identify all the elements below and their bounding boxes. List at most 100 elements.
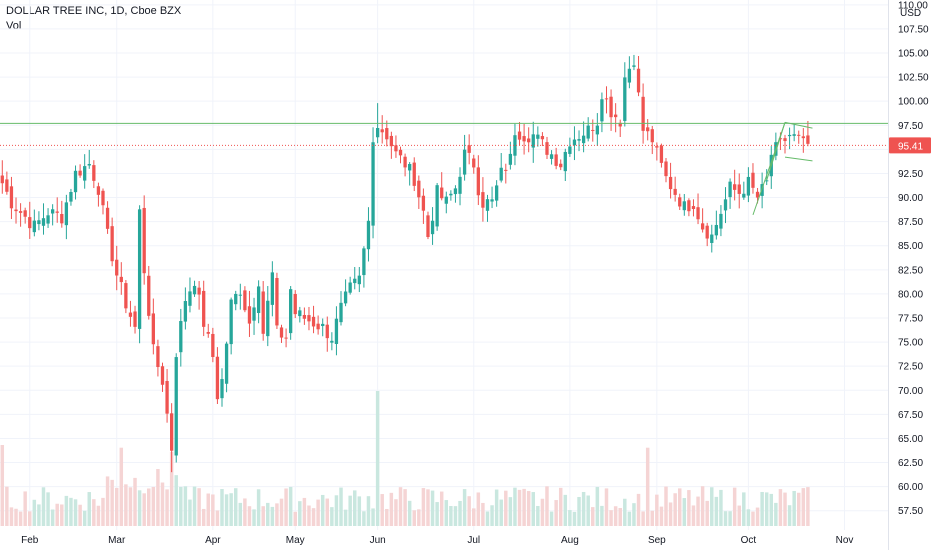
candle-body bbox=[385, 128, 389, 140]
volume-bar bbox=[243, 498, 247, 526]
candle bbox=[224, 341, 229, 393]
candle-body bbox=[188, 291, 192, 306]
candle bbox=[325, 316, 329, 352]
candle bbox=[499, 153, 503, 183]
candle-body bbox=[197, 287, 201, 295]
candle-body bbox=[14, 209, 18, 212]
candle-body bbox=[156, 346, 160, 368]
candle bbox=[334, 306, 339, 356]
candle-body bbox=[206, 332, 210, 334]
volume-bar bbox=[462, 489, 467, 526]
x-tick-label: Oct bbox=[741, 535, 757, 546]
volume-bar bbox=[504, 490, 508, 526]
candle bbox=[256, 280, 261, 324]
candle bbox=[87, 149, 91, 169]
candle bbox=[481, 177, 485, 222]
volume-bar bbox=[9, 507, 14, 526]
candle-body bbox=[412, 162, 416, 186]
candle bbox=[453, 185, 458, 203]
candle-body bbox=[92, 165, 96, 181]
volume-bar bbox=[380, 494, 384, 526]
candle bbox=[321, 318, 325, 337]
volume-bar bbox=[275, 503, 279, 526]
candle-body bbox=[545, 142, 549, 155]
volume-bar bbox=[417, 509, 421, 526]
candle bbox=[298, 306, 302, 323]
candle bbox=[147, 265, 151, 320]
volume-bar bbox=[494, 489, 499, 526]
candle-body bbox=[5, 179, 9, 192]
y-tick-label: 65.00 bbox=[898, 434, 923, 445]
candle bbox=[32, 209, 36, 237]
candle bbox=[426, 211, 430, 240]
volume-bar bbox=[710, 487, 714, 526]
candle bbox=[133, 305, 137, 334]
candle-body bbox=[751, 172, 755, 188]
volume-bar bbox=[632, 503, 636, 526]
candle bbox=[23, 207, 27, 224]
candle bbox=[577, 130, 581, 152]
volume-bar bbox=[233, 488, 238, 526]
x-tick-label: May bbox=[286, 535, 305, 546]
candle bbox=[302, 307, 307, 325]
candle-body bbox=[614, 114, 618, 118]
candle bbox=[18, 203, 23, 227]
candle-body bbox=[787, 134, 792, 137]
candle bbox=[165, 369, 169, 423]
volume-bar bbox=[586, 495, 590, 526]
candle-body bbox=[119, 276, 123, 283]
candle-body bbox=[284, 337, 288, 339]
candle-body bbox=[476, 167, 480, 196]
candle-body bbox=[362, 248, 366, 276]
candle-body bbox=[211, 333, 215, 357]
candle-body bbox=[403, 156, 407, 168]
candle-body bbox=[60, 213, 64, 224]
candle bbox=[417, 175, 421, 209]
candle-body bbox=[18, 211, 23, 213]
volume-bar bbox=[142, 493, 146, 526]
volume-bar bbox=[288, 486, 293, 526]
candle-body bbox=[220, 379, 224, 399]
volume-bar bbox=[224, 494, 229, 526]
volume-bar bbox=[687, 490, 691, 526]
candle bbox=[531, 121, 535, 163]
volume-bar bbox=[746, 509, 751, 526]
candle bbox=[124, 279, 128, 314]
volume-bar bbox=[101, 497, 105, 526]
symbol-title: DOLLAR TREE INC, 1D, Cboe BZX bbox=[6, 5, 182, 17]
candle-body bbox=[659, 145, 664, 163]
volume-bar bbox=[18, 511, 23, 526]
volume-bar bbox=[522, 488, 526, 526]
volume-bars bbox=[0, 391, 810, 526]
volume-bar bbox=[467, 496, 471, 526]
volume-bar bbox=[5, 486, 9, 526]
volume-bar bbox=[293, 511, 297, 526]
volume-bar bbox=[169, 451, 174, 526]
candle-body bbox=[449, 193, 453, 196]
volume-bar bbox=[769, 493, 774, 526]
candle bbox=[440, 172, 444, 201]
candle-body bbox=[115, 259, 119, 276]
volume-bar bbox=[201, 508, 206, 526]
volume-bar bbox=[284, 488, 288, 526]
volume-bar bbox=[252, 509, 256, 526]
candle bbox=[714, 210, 718, 240]
candle bbox=[362, 246, 366, 288]
candle bbox=[723, 187, 728, 224]
flag-line bbox=[784, 121, 813, 129]
volume-bar bbox=[545, 486, 549, 526]
candle-body bbox=[636, 68, 641, 93]
x-tick-label: Sep bbox=[648, 535, 666, 546]
candle-body bbox=[687, 200, 691, 212]
candle-body bbox=[504, 169, 508, 171]
volume-bar bbox=[627, 511, 632, 526]
candle-body bbox=[41, 218, 46, 226]
candle bbox=[769, 146, 773, 189]
volume-bar bbox=[307, 505, 311, 526]
candle-body bbox=[440, 187, 444, 199]
volume-bar bbox=[183, 486, 188, 526]
candle bbox=[673, 176, 677, 202]
candle-body bbox=[334, 318, 339, 344]
volume-bar bbox=[700, 486, 705, 526]
